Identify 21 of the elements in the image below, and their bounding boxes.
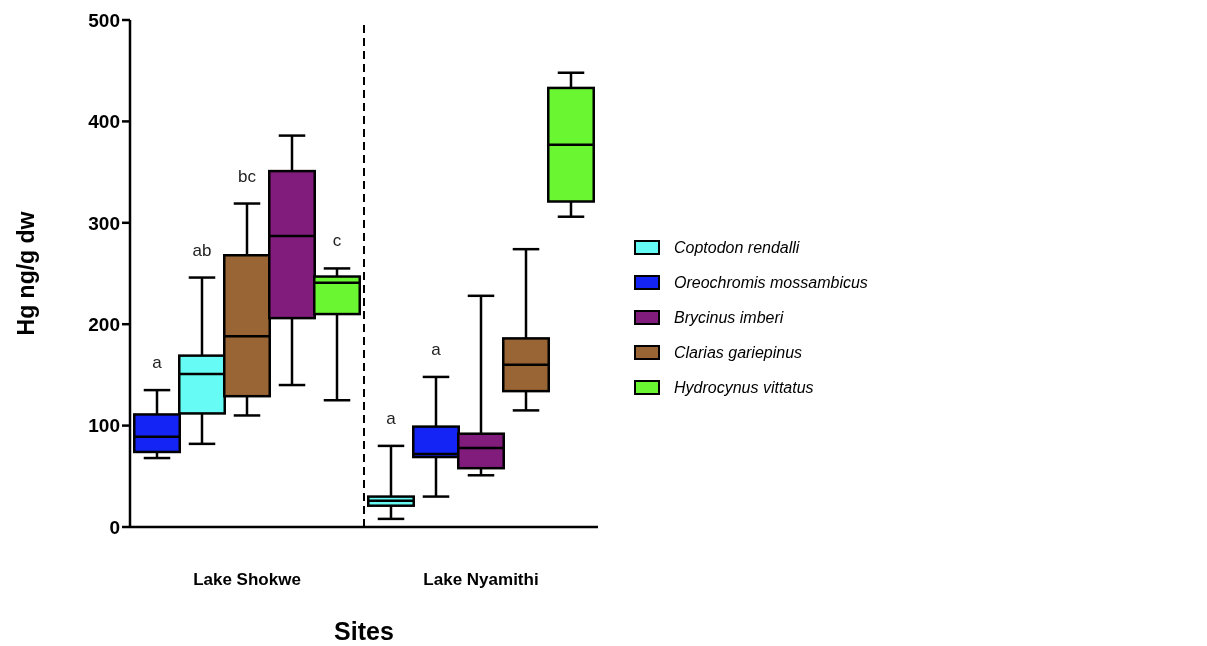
text: a	[431, 339, 441, 359]
y-tick-label: 100	[88, 415, 120, 437]
y-tick-label: 0	[109, 516, 120, 538]
x-tick-label: Lake Shokwe	[193, 570, 301, 590]
y-tick-label: 500	[88, 9, 120, 31]
y-tick-label: 300	[88, 212, 120, 234]
y-axis-title: Hg ng/g dw	[13, 211, 40, 336]
legend-label: Hydrocynus vittatus	[674, 378, 814, 397]
text: a	[152, 353, 162, 373]
legend-label: Coptodon rendalli	[674, 238, 800, 257]
text: c	[332, 231, 342, 251]
legend-label: Clarias gariepinus	[674, 343, 803, 362]
x-tick-label: Lake Nyamithi	[423, 570, 539, 590]
text: bc	[238, 166, 256, 186]
x-axis-title: Sites	[334, 617, 394, 645]
text: ab	[192, 240, 212, 260]
legend-label: Oreochromis mossambicus	[674, 273, 868, 292]
legend-label: Brycinus imberi	[674, 308, 784, 327]
text: a	[386, 408, 396, 428]
y-tick-label: 400	[88, 111, 120, 133]
y-tick-label: 200	[88, 313, 120, 335]
